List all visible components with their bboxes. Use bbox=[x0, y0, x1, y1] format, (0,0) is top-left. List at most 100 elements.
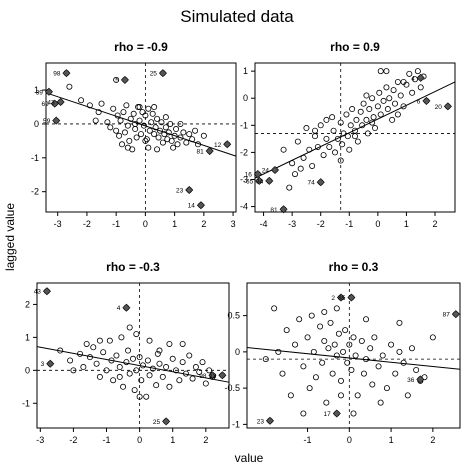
data-point bbox=[154, 350, 161, 357]
influential-point-marker bbox=[218, 371, 227, 380]
data-point bbox=[359, 122, 366, 129]
data-point bbox=[303, 125, 310, 132]
point-label: 20 bbox=[435, 104, 443, 111]
data-point bbox=[165, 129, 172, 136]
data-point bbox=[279, 370, 286, 377]
point-label: 87 bbox=[443, 312, 451, 319]
data-point bbox=[383, 84, 390, 91]
influential-point-marker bbox=[265, 416, 274, 425]
influential-point-marker bbox=[56, 97, 65, 106]
point-label: 59 bbox=[43, 118, 51, 125]
data-point bbox=[391, 100, 398, 107]
data-point bbox=[325, 345, 332, 352]
data-point bbox=[70, 367, 77, 374]
data-point bbox=[139, 109, 146, 116]
data-point bbox=[83, 340, 90, 347]
data-point bbox=[120, 383, 127, 390]
y-tick-label: 1 bbox=[25, 332, 30, 342]
data-point bbox=[173, 126, 180, 133]
data-point bbox=[154, 146, 161, 153]
data-point bbox=[323, 116, 330, 123]
data-point bbox=[92, 117, 99, 124]
x-tick-label: -1 bbox=[304, 435, 312, 445]
data-point bbox=[409, 89, 416, 96]
data-point bbox=[116, 364, 123, 371]
x-tick-label: 3 bbox=[231, 219, 236, 229]
y-tick-label: 0 bbox=[243, 93, 248, 103]
data-point bbox=[306, 385, 313, 392]
data-point bbox=[271, 305, 278, 312]
data-point bbox=[317, 122, 324, 129]
data-point bbox=[144, 357, 151, 364]
panel-1: rho = -0.9-3 -2 -1 0 1 2 3-2-10198525396943598… bbox=[31, 40, 237, 229]
data-point bbox=[337, 392, 344, 399]
data-point bbox=[196, 368, 203, 375]
data-point bbox=[156, 360, 163, 367]
point-label: 81 bbox=[270, 207, 278, 214]
data-point bbox=[117, 117, 124, 124]
data-point bbox=[145, 144, 152, 151]
data-point bbox=[200, 132, 207, 139]
data-point bbox=[414, 68, 421, 75]
data-point bbox=[183, 139, 190, 146]
point-label: 34 bbox=[256, 178, 264, 185]
data-point bbox=[166, 340, 173, 347]
data-point bbox=[363, 356, 370, 363]
data-point bbox=[153, 382, 160, 389]
data-point bbox=[142, 112, 149, 119]
data-point bbox=[126, 137, 133, 144]
influential-point-marker bbox=[416, 73, 425, 82]
data-point bbox=[80, 364, 87, 371]
data-point bbox=[300, 154, 307, 161]
data-point bbox=[394, 78, 401, 85]
data-point bbox=[429, 334, 436, 341]
y-tick-label: -1 bbox=[22, 398, 30, 408]
data-point bbox=[163, 364, 170, 371]
point-label: 23 bbox=[176, 187, 184, 194]
data-point bbox=[159, 373, 166, 380]
data-point bbox=[137, 131, 144, 138]
data-point bbox=[351, 133, 358, 140]
y-tick-label: 0.5 bbox=[227, 311, 240, 321]
point-label: 43 bbox=[34, 289, 42, 296]
data-point bbox=[337, 377, 344, 384]
data-point bbox=[374, 103, 381, 110]
point-label: 85 bbox=[338, 295, 346, 302]
data-point bbox=[390, 87, 397, 94]
panel-title: rho = 0.9 bbox=[330, 40, 380, 54]
data-point bbox=[199, 359, 206, 366]
figure-title: Simulated data bbox=[180, 7, 294, 26]
data-point bbox=[388, 341, 395, 348]
influential-point-marker bbox=[253, 170, 262, 179]
data-point bbox=[186, 352, 193, 359]
influential-point-marker bbox=[279, 205, 288, 214]
data-point bbox=[96, 337, 103, 344]
data-point bbox=[327, 319, 334, 326]
data-point bbox=[126, 370, 133, 377]
data-point bbox=[404, 392, 411, 399]
data-point bbox=[155, 134, 162, 141]
data-point bbox=[308, 312, 315, 319]
data-point bbox=[323, 399, 330, 406]
data-point bbox=[133, 331, 140, 338]
data-point bbox=[363, 92, 370, 99]
data-point bbox=[140, 122, 147, 129]
plot-frame bbox=[246, 282, 461, 429]
data-point bbox=[136, 393, 143, 400]
point-label: 36 bbox=[407, 377, 415, 384]
point-label: 98 bbox=[199, 373, 207, 380]
data-point bbox=[344, 359, 351, 366]
data-point bbox=[396, 348, 403, 355]
y-tick-label: 0 bbox=[25, 365, 30, 375]
data-point bbox=[136, 117, 143, 124]
data-point bbox=[329, 370, 336, 377]
panel-title: rho = -0.9 bbox=[114, 40, 168, 54]
data-point bbox=[364, 130, 371, 137]
plot-frame bbox=[254, 62, 456, 213]
data-point bbox=[310, 348, 317, 355]
data-point bbox=[333, 352, 340, 359]
data-point bbox=[78, 97, 85, 104]
influential-point-marker bbox=[185, 185, 194, 195]
data-point bbox=[371, 334, 378, 341]
data-point bbox=[95, 109, 102, 116]
